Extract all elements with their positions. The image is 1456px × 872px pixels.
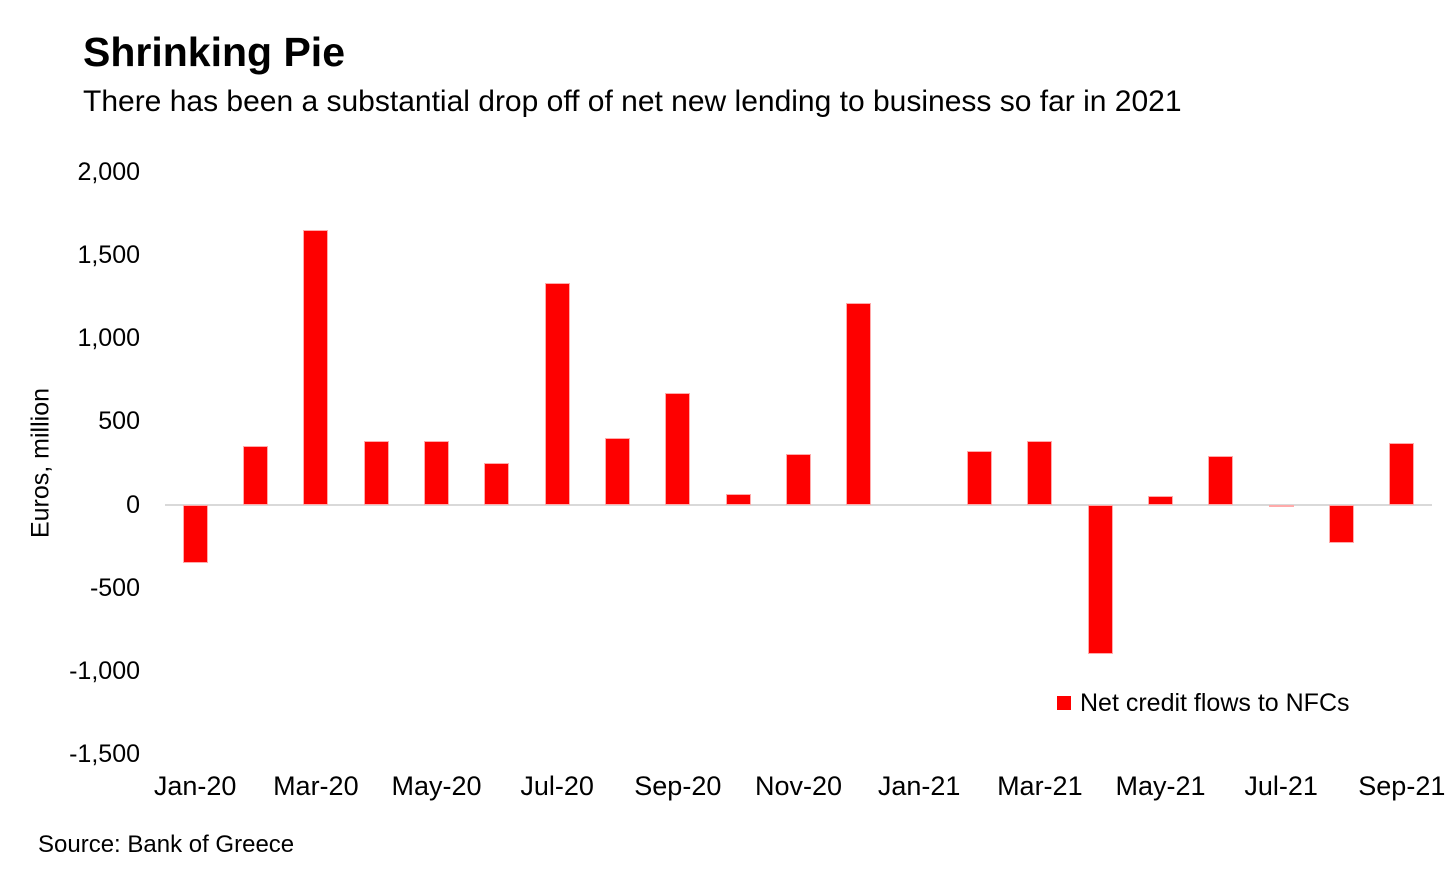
x-tick-label: Mar-20	[273, 771, 359, 801]
bar-May-21	[1148, 496, 1173, 505]
bar-Apr-20	[363, 440, 389, 505]
x-tick-label: Mar-21	[997, 771, 1083, 801]
bar-Apr-21	[1087, 504, 1113, 655]
x-tick-label: Jan-21	[877, 771, 961, 801]
y-tick-label: 1,000	[77, 324, 140, 353]
bar-Aug-20	[605, 438, 630, 505]
bar-Jan-20	[182, 504, 208, 563]
bar-Mar-20	[303, 230, 329, 505]
bar-Aug-21	[1329, 504, 1354, 543]
bar-Dec-20	[846, 303, 872, 505]
bar-Jul-21	[1268, 504, 1294, 508]
x-tick-label: May-20	[391, 771, 482, 801]
bar-May-20	[424, 440, 449, 505]
legend-swatch-icon	[1057, 696, 1071, 710]
bar-Nov-20	[786, 453, 811, 505]
x-tick-label: Jan-20	[153, 771, 237, 801]
bar-Sep-21	[1389, 443, 1415, 505]
bar-Jul-20	[544, 282, 570, 505]
bar-Oct-20	[725, 493, 751, 505]
y-tick-label: 0	[126, 490, 140, 519]
source-note: Source: Bank of Greece	[38, 831, 295, 858]
y-tick-label: -1,500	[69, 740, 140, 768]
bar-Jun-21	[1208, 455, 1234, 505]
legend: Net credit flows to NFCs	[1057, 689, 1350, 717]
bar-Feb-20	[243, 445, 268, 505]
x-tick-label: Jul-21	[1244, 771, 1318, 801]
x-tick-label: Jul-20	[520, 771, 594, 801]
bar-Feb-21	[967, 451, 992, 505]
bar-Mar-21	[1027, 440, 1053, 505]
x-tick-label: Nov-20	[754, 771, 843, 801]
legend-label: Net credit flows to NFCs	[1080, 689, 1350, 717]
y-tick-label: 2,000	[77, 158, 140, 186]
x-tick-label: May-21	[1115, 771, 1206, 801]
x-axis-zero-line	[165, 503, 1432, 506]
x-tick-label: Sep-21	[1358, 771, 1446, 801]
x-tick-label: Sep-20	[634, 771, 722, 801]
y-tick-label: -1,000	[69, 656, 140, 685]
chart-title: Shrinking Pie	[83, 29, 345, 75]
bar-Jun-20	[484, 463, 510, 505]
bar-Sep-20	[665, 393, 691, 505]
y-tick-label: 500	[98, 407, 140, 436]
y-tick-label: 1,500	[77, 241, 140, 270]
y-tick-label: -500	[89, 573, 140, 602]
chart-subtitle: There has been a substantial drop off of…	[83, 85, 1182, 118]
